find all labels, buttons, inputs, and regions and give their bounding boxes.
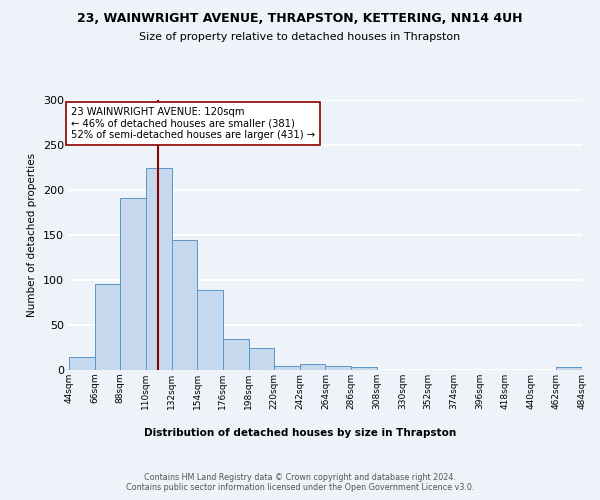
Text: Distribution of detached houses by size in Thrapston: Distribution of detached houses by size … [144,428,456,438]
Bar [95,284,120,370]
Y-axis label: Number of detached properties: Number of detached properties [28,153,37,317]
Bar [248,348,274,370]
Bar [351,368,377,370]
Bar [197,290,223,370]
Text: Contains HM Land Registry data © Crown copyright and database right 2024.
Contai: Contains HM Land Registry data © Crown c… [126,472,474,492]
Bar [300,364,325,370]
Bar [120,198,146,370]
Bar [146,168,172,370]
Bar [69,356,95,370]
Bar [274,366,300,370]
Bar [325,366,351,370]
Text: 23 WAINWRIGHT AVENUE: 120sqm
← 46% of detached houses are smaller (381)
52% of s: 23 WAINWRIGHT AVENUE: 120sqm ← 46% of de… [71,107,316,140]
Text: Size of property relative to detached houses in Thrapston: Size of property relative to detached ho… [139,32,461,42]
Text: 23, WAINWRIGHT AVENUE, THRAPSTON, KETTERING, NN14 4UH: 23, WAINWRIGHT AVENUE, THRAPSTON, KETTER… [77,12,523,26]
Bar [223,338,248,370]
Bar [172,240,197,370]
Bar [556,368,582,370]
